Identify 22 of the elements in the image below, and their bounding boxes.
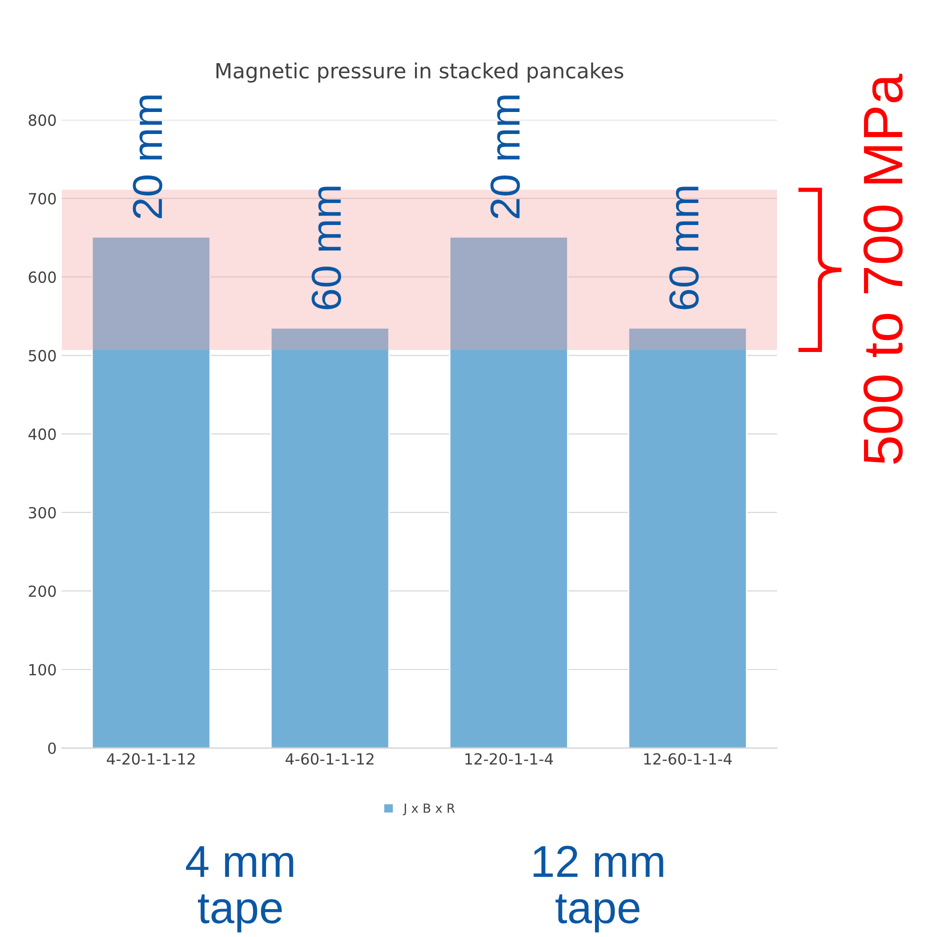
y-tick-label: 800	[28, 114, 56, 126]
annotation: 60 mm	[312, 186, 342, 310]
annotation: 60 mm	[669, 186, 699, 310]
annotation: 20 mm	[132, 96, 162, 218]
x-tick-label: 12-20-1-1-4	[465, 753, 553, 765]
y-tick-label: 0	[48, 742, 56, 754]
chart-title: Magnetic pressure in stacked pancakes	[216, 62, 624, 83]
x-tick-label: 4-60-1-1-12	[286, 753, 374, 765]
y-tick-label: 100	[29, 664, 56, 676]
y-tick-label: 500	[28, 350, 56, 362]
annotation: 20 mm	[490, 96, 520, 218]
band-label: 500 to 700 MPa	[863, 74, 903, 464]
y-tick-label: 600	[28, 271, 56, 283]
text: 12 mm tape	[534, 846, 664, 932]
y-tick-label: 700	[28, 192, 56, 204]
x-tick-label: 4-20-1-1-12	[106, 753, 195, 765]
y-tick-label: 300	[28, 506, 56, 518]
y-tick-label: 400	[28, 428, 56, 440]
y-tick-label: 200	[28, 585, 56, 598]
text: 4 mm tape	[186, 846, 294, 932]
x-tick-label: 12-60-1-1-4	[644, 753, 732, 765]
legend-label: J x B x R	[402, 804, 455, 816]
